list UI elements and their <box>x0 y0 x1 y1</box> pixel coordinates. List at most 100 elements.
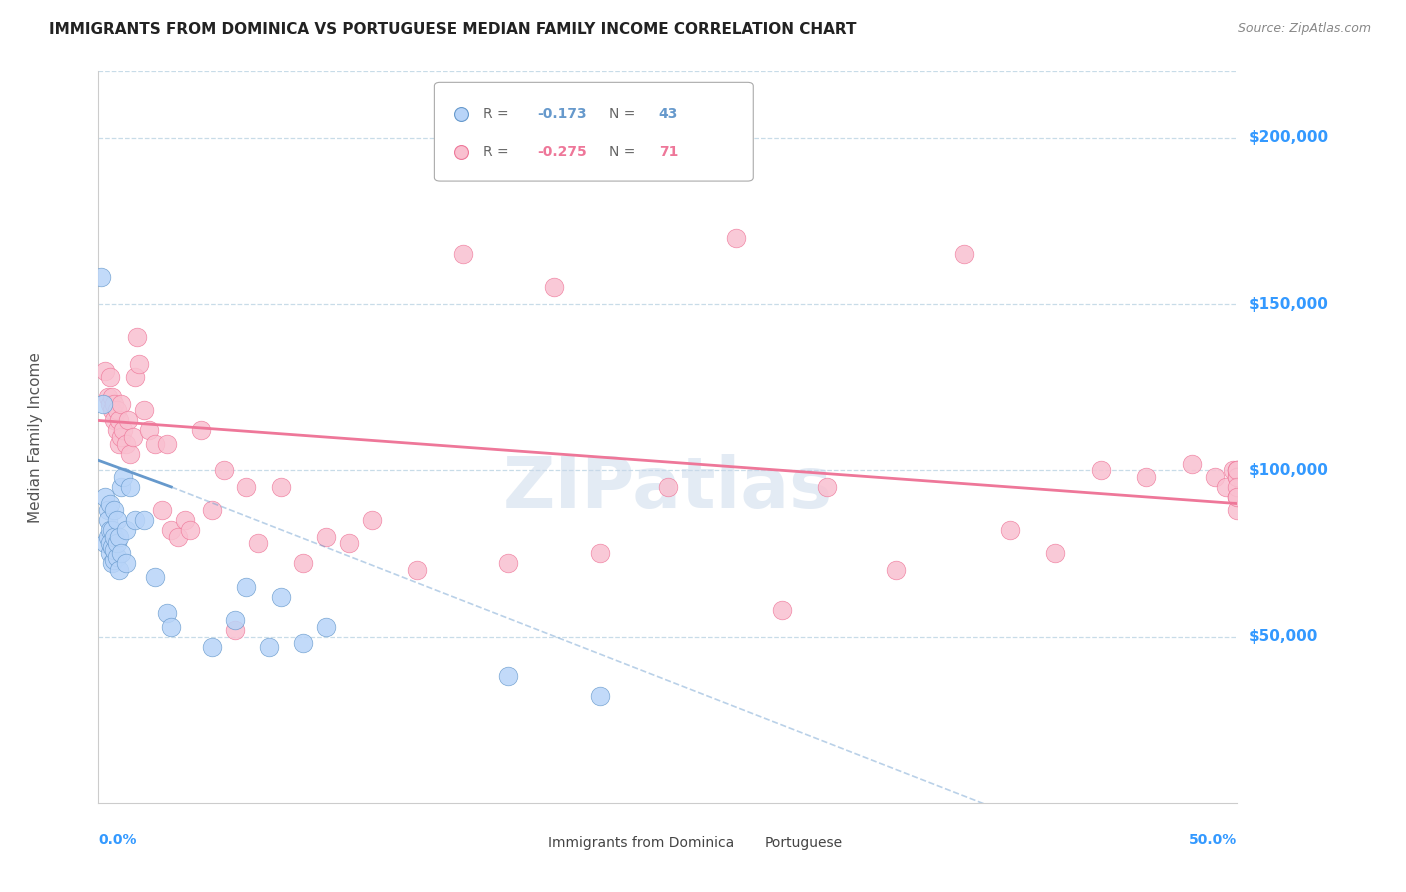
Point <box>190 424 212 438</box>
Point <box>1226 470 1249 484</box>
Point <box>588 546 610 560</box>
Point <box>156 436 179 450</box>
Text: IMMIGRANTS FROM DOMINICA VS PORTUGUESE MEDIAN FAMILY INCOME CORRELATION CHART: IMMIGRANTS FROM DOMINICA VS PORTUGUESE M… <box>49 22 856 37</box>
Point <box>98 546 121 560</box>
Point <box>953 796 976 810</box>
Text: 0.0%: 0.0% <box>98 833 136 847</box>
Point <box>1385 796 1406 810</box>
Point <box>1181 457 1204 471</box>
Point <box>110 397 132 411</box>
Point <box>108 413 131 427</box>
Text: N =: N = <box>609 145 640 159</box>
Text: R =: R = <box>484 145 513 159</box>
Point <box>167 530 190 544</box>
Point <box>179 523 201 537</box>
Point <box>224 623 246 637</box>
Point <box>101 540 124 554</box>
Point <box>156 607 179 621</box>
Point <box>96 390 118 404</box>
Text: $200,000: $200,000 <box>1249 130 1329 145</box>
Point <box>884 563 907 577</box>
Point <box>120 447 142 461</box>
Point <box>96 513 118 527</box>
Point <box>103 503 125 517</box>
Point <box>108 530 131 544</box>
Point <box>1226 463 1249 477</box>
Point <box>406 563 429 577</box>
Point <box>1226 480 1249 494</box>
Point <box>120 480 142 494</box>
Text: 43: 43 <box>659 107 678 120</box>
Point <box>270 480 292 494</box>
Point <box>1226 470 1249 484</box>
Point <box>498 557 520 571</box>
Text: $100,000: $100,000 <box>1249 463 1329 478</box>
Point <box>201 640 224 654</box>
Text: R =: R = <box>484 107 513 120</box>
Point <box>811 796 834 810</box>
Point <box>150 503 173 517</box>
Point <box>103 413 125 427</box>
Text: Portuguese: Portuguese <box>765 836 842 850</box>
Point <box>1226 490 1249 504</box>
Point <box>1204 470 1226 484</box>
Point <box>246 536 269 550</box>
Text: Source: ZipAtlas.com: Source: ZipAtlas.com <box>1237 22 1371 36</box>
Text: Immigrants from Dominica: Immigrants from Dominica <box>548 836 734 850</box>
Point <box>94 536 117 550</box>
Point <box>1226 503 1249 517</box>
Point <box>725 230 748 244</box>
Point <box>259 640 281 654</box>
Point <box>1043 546 1066 560</box>
Point <box>1090 463 1112 477</box>
Point <box>815 480 838 494</box>
Point <box>138 424 160 438</box>
Point <box>1226 490 1249 504</box>
Point <box>103 397 125 411</box>
Point <box>114 557 136 571</box>
Point <box>96 503 118 517</box>
Point <box>124 513 146 527</box>
Point <box>103 553 125 567</box>
Point <box>103 543 125 558</box>
Point <box>94 490 117 504</box>
Point <box>292 636 315 650</box>
Point <box>132 403 155 417</box>
Point <box>212 463 235 477</box>
Point <box>110 480 132 494</box>
Text: -0.275: -0.275 <box>537 145 586 159</box>
Point <box>292 557 315 571</box>
Point <box>105 536 128 550</box>
Point <box>1226 490 1249 504</box>
Point <box>201 503 224 517</box>
Text: -0.173: -0.173 <box>537 107 586 120</box>
Text: Median Family Income: Median Family Income <box>28 351 44 523</box>
Point <box>235 480 257 494</box>
Point <box>174 513 197 527</box>
Text: $150,000: $150,000 <box>1249 297 1329 311</box>
Point <box>101 390 124 404</box>
Point <box>121 430 143 444</box>
Point <box>315 619 337 633</box>
Point <box>998 523 1021 537</box>
Point <box>114 436 136 450</box>
Point <box>543 280 565 294</box>
Point <box>1222 463 1244 477</box>
Point <box>101 557 124 571</box>
Point <box>127 330 149 344</box>
Point <box>451 247 474 261</box>
Point <box>117 413 139 427</box>
Point <box>112 470 135 484</box>
Point <box>105 549 128 564</box>
Text: 71: 71 <box>659 145 678 159</box>
Point <box>132 513 155 527</box>
Point <box>145 436 167 450</box>
Point <box>1135 470 1157 484</box>
Point <box>98 536 121 550</box>
Point <box>98 497 121 511</box>
Point <box>98 370 121 384</box>
Point <box>124 370 146 384</box>
Point <box>98 397 121 411</box>
Point <box>160 523 183 537</box>
Point <box>498 669 520 683</box>
